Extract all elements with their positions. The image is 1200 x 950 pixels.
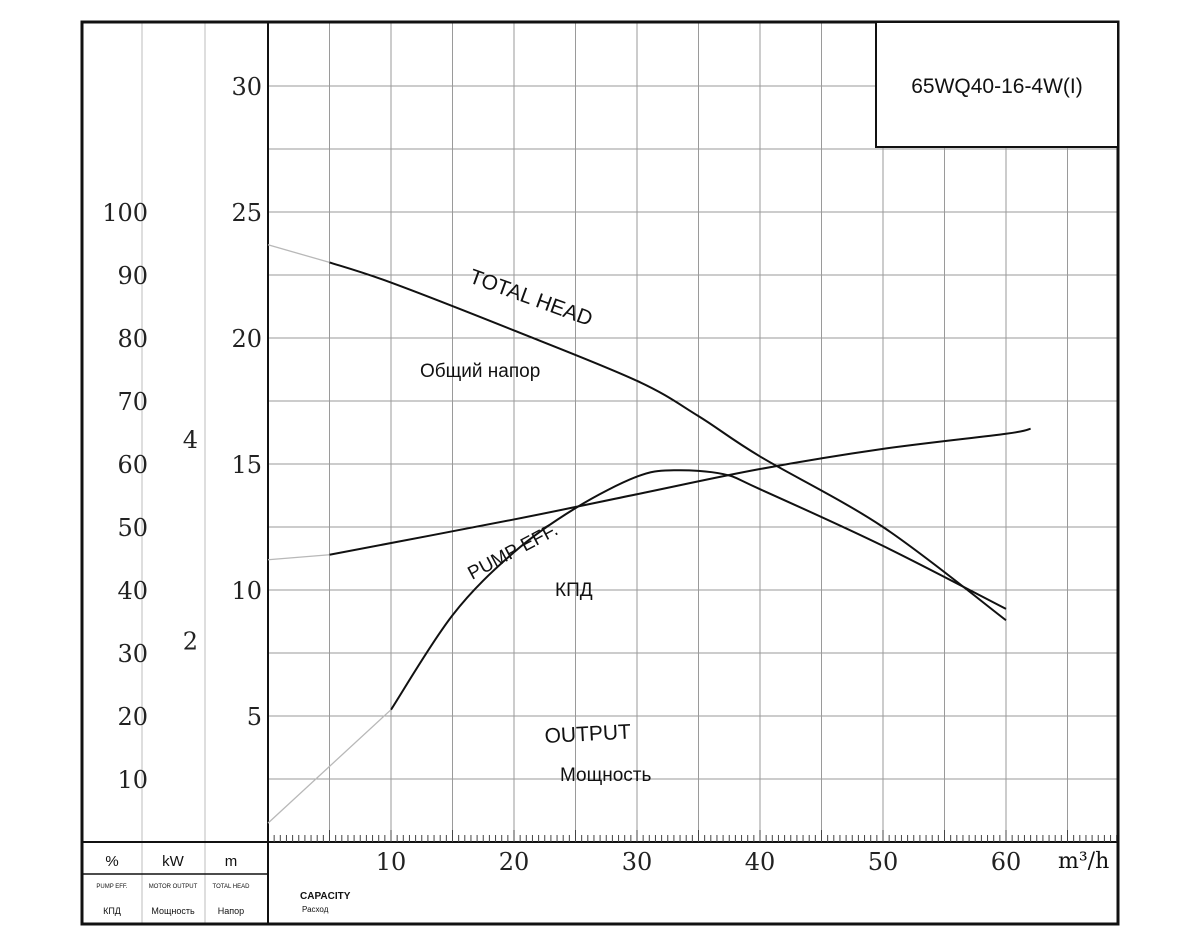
x-tick-label: 20: [499, 848, 530, 876]
eff-tick-label: 10: [117, 766, 148, 794]
header-label: MOTOR OUTPUT: [149, 884, 198, 890]
head-tick-label: 5: [247, 703, 262, 731]
head-tick-label: 25: [231, 199, 262, 227]
output-curve-label-ru: Мощность: [560, 765, 652, 786]
x-axis-title: CAPACITY: [300, 891, 351, 902]
curve-extrapolation: [267, 709, 392, 824]
total-head-curve: [329, 261, 1007, 622]
header-label: PUMP EFF.: [96, 884, 128, 890]
power-tick-label: 4: [183, 426, 198, 454]
x-axis-unit: m³/h: [1058, 849, 1109, 874]
head-curve-label-ru: Общий напор: [420, 361, 540, 382]
eff-curve-label-ru: КПД: [555, 580, 593, 601]
eff-tick-label: 60: [117, 451, 148, 479]
header-label-ru: Мощность: [151, 906, 195, 916]
eff-tick-label: 100: [102, 199, 148, 227]
head-tick-label: 20: [231, 325, 262, 353]
pump-eff-curve: [390, 469, 1007, 711]
curve-extrapolation: [267, 554, 330, 561]
output-curve-label: OUTPUT: [544, 720, 632, 747]
x-tick-label: 40: [745, 848, 776, 876]
header-unit: kW: [162, 853, 185, 870]
eff-tick-label: 80: [117, 325, 148, 353]
y-axes: 5 10 15 20 25 30 2 4 10 20 30 40 50 60 70 80 90 100: [102, 73, 262, 794]
header-label-ru: КПД: [103, 906, 121, 916]
x-tick-label: 10: [376, 848, 407, 876]
eff-tick-label: 90: [117, 262, 148, 290]
x-minor-ticks: [273, 830, 1118, 842]
head-tick-label: 15: [231, 451, 262, 479]
eff-tick-label: 30: [117, 640, 148, 668]
eff-tick-label: 20: [117, 703, 148, 731]
header-unit: %: [105, 853, 118, 870]
curves: [267, 244, 1031, 824]
chart-grid: [82, 22, 1118, 924]
x-axis-title-ru: Расход: [302, 905, 329, 914]
power-tick-label: 2: [183, 627, 198, 655]
eff-tick-label: 70: [117, 388, 148, 416]
output-curve: [329, 427, 1031, 556]
x-axis: 10 20 30 40 50 60: [376, 848, 1022, 876]
eff-tick-label: 50: [117, 514, 148, 542]
eff-tick-label: 40: [117, 577, 148, 605]
x-tick-label: 30: [622, 848, 653, 876]
model-box: 65WQ40-16-4W(I): [875, 21, 1119, 148]
axis-legend-table: % PUMP EFF. КПД kW MOTOR OUTPUT Мощность m TOTA…: [82, 853, 268, 916]
x-tick-label: 60: [991, 848, 1022, 876]
header-label-ru: Напор: [218, 906, 244, 916]
curve-extrapolation: [267, 244, 330, 264]
chart-frame: [80, 20, 1120, 926]
header-label: TOTAL HEAD: [213, 884, 251, 890]
head-tick-label: 30: [231, 73, 262, 101]
header-unit: m: [225, 853, 238, 870]
model-title: 65WQ40-16-4W(I): [911, 75, 1083, 98]
x-tick-label: 50: [868, 848, 899, 876]
head-tick-label: 10: [231, 577, 262, 605]
